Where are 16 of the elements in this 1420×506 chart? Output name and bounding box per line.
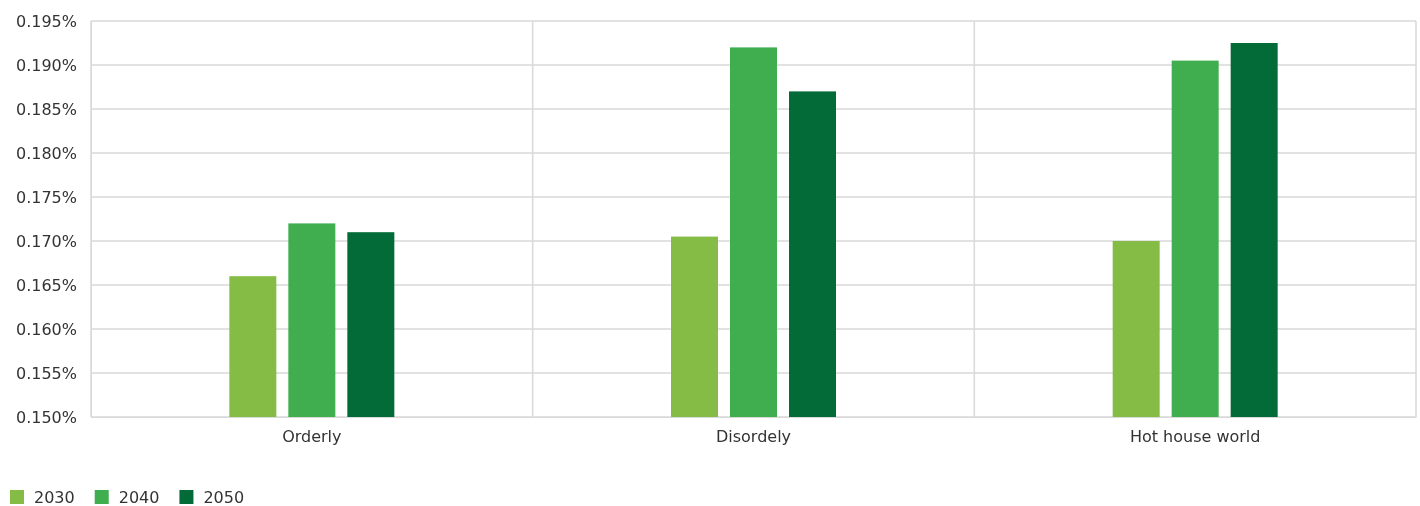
legend-label: 2040 xyxy=(118,487,160,506)
x-tick-label: Orderly xyxy=(282,427,342,447)
legend-label: 2030 xyxy=(34,487,75,506)
x-tick-label: Disordely xyxy=(715,427,792,447)
y-tick-label: 0.155% xyxy=(15,363,77,383)
y-tick-label: 0.195% xyxy=(15,11,77,31)
y-tick-label: 0.185% xyxy=(15,99,77,119)
y-tick-label: 0.180% xyxy=(15,143,77,163)
y-tick-label: 0.190% xyxy=(15,55,77,75)
y-tick-label: 0.160% xyxy=(15,319,77,339)
y-tick-label: 0.170% xyxy=(15,231,77,251)
y-tick-label: 0.165% xyxy=(15,275,77,295)
x-tick-label: Hot house world xyxy=(1129,427,1261,447)
y-tick-label: 0.175% xyxy=(15,187,77,207)
legend-label: 2050 xyxy=(203,487,245,506)
y-tick-label: 0.150% xyxy=(15,407,77,427)
